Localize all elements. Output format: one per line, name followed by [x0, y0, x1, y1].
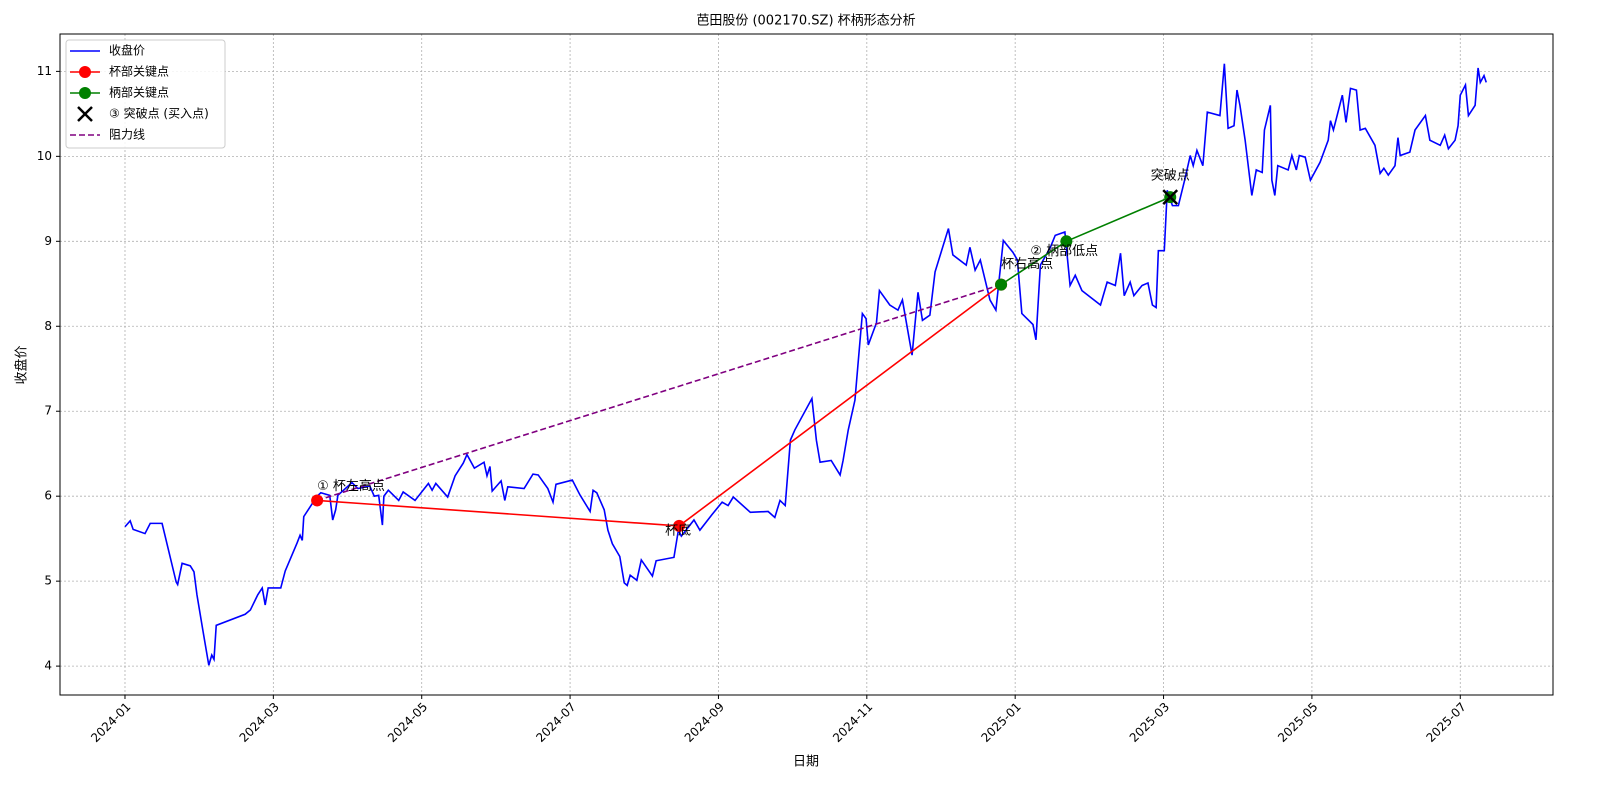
breakout-marker — [1162, 189, 1179, 206]
annotation: 杯底 — [665, 522, 691, 538]
y-tick-label: 7 — [44, 404, 52, 418]
plot-frame — [59, 33, 1554, 696]
legend-swatch — [77, 106, 93, 122]
legend-label: ③ 突破点 (买入点) — [109, 106, 209, 121]
key-point — [995, 278, 1008, 291]
legend-swatch — [79, 87, 91, 99]
legend-box — [65, 39, 226, 149]
series-line — [316, 283, 1002, 502]
legend-label: 杯部关键点 — [109, 64, 169, 79]
key-point — [311, 494, 324, 507]
legend-label: 阻力线 — [109, 128, 145, 142]
legend-label: 柄部关键点 — [109, 85, 169, 100]
key-point — [1060, 235, 1073, 248]
y-tick-label: 4 — [44, 659, 52, 673]
annotation: 杯右高点 — [1001, 256, 1053, 272]
x-axis-label: 日期 — [793, 755, 819, 770]
y-tick-label: 6 — [44, 489, 52, 503]
legend-swatch — [79, 66, 91, 78]
series-line — [124, 63, 1488, 666]
y-tick-label: 11 — [37, 64, 52, 78]
marker-stroke — [1162, 189, 1179, 206]
y-tick-label: 9 — [44, 234, 52, 248]
key-point — [673, 519, 686, 532]
legend-label: 收盘价 — [109, 43, 145, 58]
annotation: 突破点 — [1151, 168, 1190, 184]
y-tick-label: 8 — [44, 319, 52, 333]
chart-title: 芭田股份 (002170.SZ) 杯柄形态分析 — [696, 14, 915, 29]
y-tick-label: 10 — [37, 149, 52, 163]
annotation: ① 杯左高点 — [317, 478, 385, 494]
annotation: ② 柄部低点 — [1030, 244, 1098, 259]
y-axis-label: 收盘价 — [14, 345, 30, 384]
y-tick-label: 5 — [44, 574, 52, 588]
